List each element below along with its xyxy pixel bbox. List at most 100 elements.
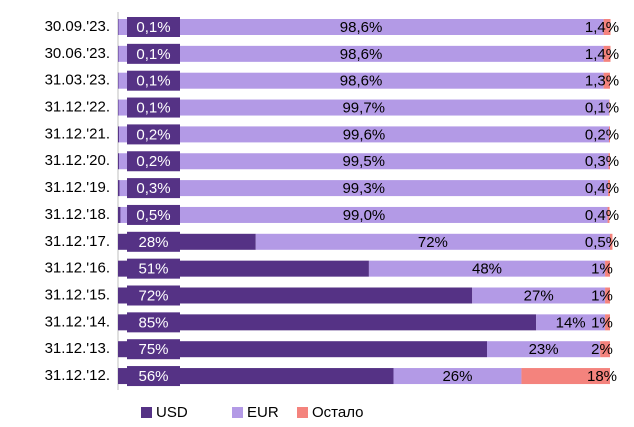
legend-label: EUR <box>247 404 279 421</box>
label-box <box>127 366 180 387</box>
data-label: 0,4% <box>585 180 619 197</box>
data-label: 48% <box>472 261 502 278</box>
label-box <box>127 285 180 306</box>
data-label: 72% <box>418 234 448 251</box>
bar-segment <box>118 72 604 89</box>
bar-segment <box>607 206 610 223</box>
bar-segment <box>118 314 537 331</box>
bar-segment <box>603 72 610 89</box>
bar-segment <box>118 45 604 62</box>
bar-segment <box>120 206 608 223</box>
y-tick-label: 30.09.'23. <box>45 18 110 35</box>
label-box <box>127 43 180 64</box>
y-tick-label: 31.12.'12. <box>45 367 110 384</box>
data-label: 1,3% <box>585 73 619 90</box>
bar-segment <box>487 341 601 358</box>
data-label: 85% <box>138 314 168 331</box>
bar-segment <box>609 126 610 143</box>
bar-segment <box>118 153 119 170</box>
label-box <box>127 312 180 333</box>
bar-segment <box>536 314 606 331</box>
label-box <box>127 258 180 279</box>
bar-segment <box>119 180 609 197</box>
data-label: 26% <box>442 368 472 385</box>
bar-segment <box>472 287 606 304</box>
y-tick-label: 31.12.'20. <box>45 152 110 169</box>
data-label: 27% <box>524 287 554 304</box>
data-label: 98,6% <box>340 73 383 90</box>
data-label: 1,4% <box>585 19 619 36</box>
data-label: 14% <box>556 314 586 331</box>
bar-segment <box>368 260 606 277</box>
data-label: 99,7% <box>342 100 385 117</box>
bar-segment <box>118 126 119 143</box>
y-tick-label: 31.12.'22. <box>45 99 110 116</box>
data-label: 0,3% <box>136 180 170 197</box>
data-label: 0,4% <box>585 207 619 224</box>
data-label: 51% <box>138 261 168 278</box>
data-label: 1% <box>591 314 613 331</box>
y-tick-label: 31.12.'14. <box>45 313 110 330</box>
bar-segment <box>605 314 610 331</box>
bar-segment <box>393 368 522 385</box>
data-label: 18% <box>587 368 617 385</box>
bar-segment <box>118 260 369 277</box>
label-box <box>127 204 180 225</box>
legend-swatch <box>141 407 152 418</box>
y-tick-label: 31.12.'19. <box>45 179 110 196</box>
y-tick-label: 31.12.'17. <box>45 233 110 250</box>
data-label: 0,1% <box>136 19 170 36</box>
bar-segment <box>608 153 610 170</box>
data-label: 0,5% <box>136 207 170 224</box>
bar-segment <box>608 180 610 197</box>
label-box <box>127 178 180 199</box>
bar-segment <box>118 19 604 35</box>
data-label: 1% <box>591 261 613 278</box>
bar-segment <box>600 341 610 358</box>
data-label: 0,2% <box>585 126 619 143</box>
bar-segment <box>521 368 610 385</box>
bar-segment <box>605 287 610 304</box>
bar-segment <box>603 45 611 62</box>
data-label: 72% <box>138 287 168 304</box>
y-tick-label: 30.06.'23. <box>45 45 110 62</box>
data-label: 0,3% <box>585 153 619 170</box>
data-label: 99,3% <box>342 180 385 197</box>
label-box <box>127 70 180 91</box>
data-label: 0,5% <box>585 234 619 251</box>
legend-swatch <box>297 407 308 418</box>
bar-segment <box>603 19 611 35</box>
y-tick-label: 31.12.'18. <box>45 206 110 223</box>
data-label: 28% <box>138 234 168 251</box>
label-box <box>127 339 180 360</box>
bar-segment <box>118 180 120 197</box>
data-label: 99,0% <box>343 207 386 224</box>
label-box <box>127 231 180 252</box>
legend-label: Остало <box>312 404 363 421</box>
data-label: 98,6% <box>340 46 383 63</box>
bar-segment <box>118 99 610 116</box>
legend-label: USD <box>156 404 188 421</box>
label-box <box>127 124 180 145</box>
data-label: 1% <box>591 287 613 304</box>
data-label: 99,6% <box>343 126 386 143</box>
data-label: 98,6% <box>340 19 383 36</box>
bar-segment <box>605 260 610 277</box>
legend-swatch <box>232 407 243 418</box>
bar-segment <box>118 368 394 385</box>
bar-segment <box>118 341 487 358</box>
data-label: 56% <box>138 368 168 385</box>
data-label: 0,1% <box>136 46 170 63</box>
data-label: 1,4% <box>585 46 619 63</box>
bar-segment <box>255 233 610 250</box>
data-label: 0,2% <box>136 126 170 143</box>
data-label: 75% <box>138 341 168 358</box>
data-label: 0,2% <box>136 153 170 170</box>
data-label: 0,1% <box>136 100 170 117</box>
y-tick-label: 31.12.'15. <box>45 286 110 303</box>
data-label: 0,1% <box>136 73 170 90</box>
label-box <box>127 17 180 37</box>
y-tick-label: 31.12.'13. <box>45 340 110 357</box>
bar-segment <box>610 233 613 250</box>
